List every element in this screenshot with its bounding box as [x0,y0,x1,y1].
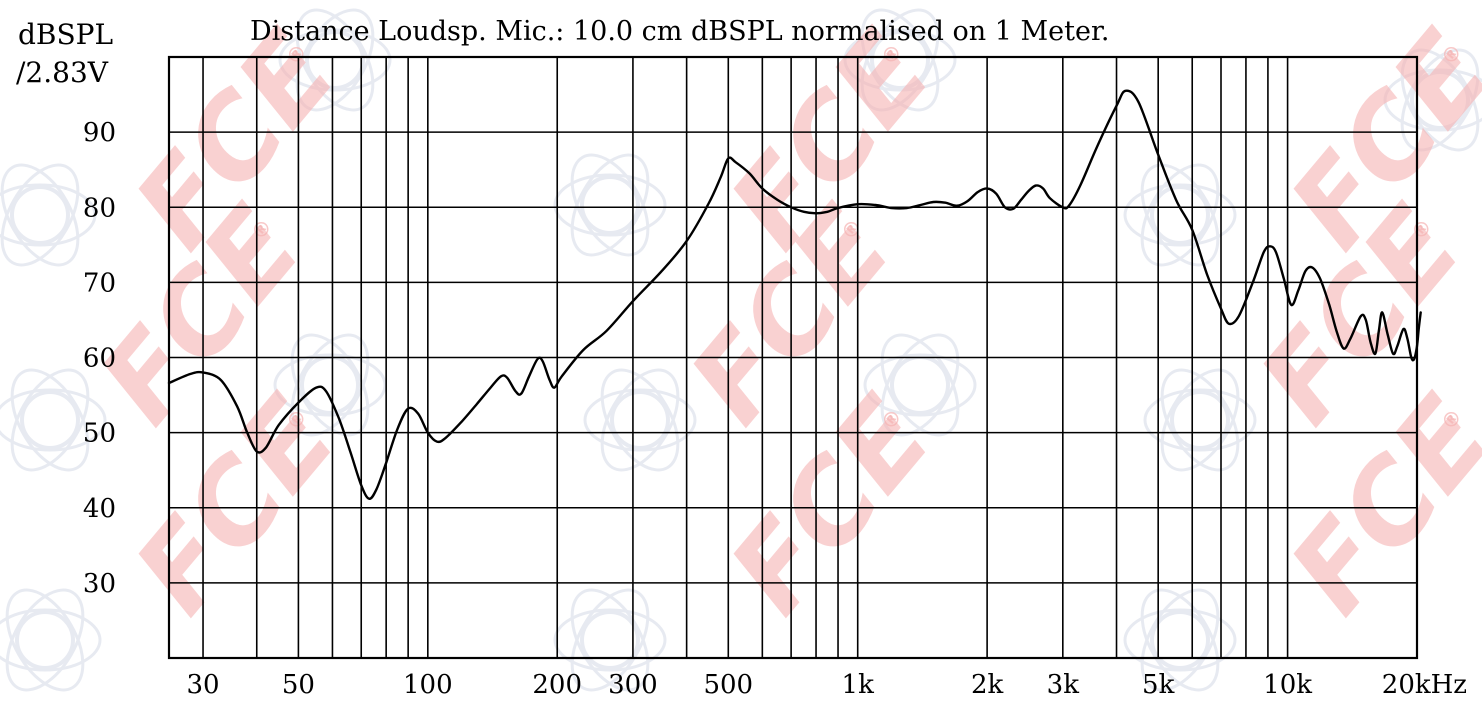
speaker-logo-icon [1123,163,1237,267]
speaker-logo-icon [1143,368,1257,472]
x-tick-labels: 30 50 100 200 300 500 1k 2k 3k 5k 10k 20kHz [186,670,1467,700]
speaker-logo-icon [583,368,697,472]
x-tick-label: 3k [1047,670,1080,700]
speaker-logo-icon [0,368,107,472]
y-tick-label: 50 [83,419,116,449]
x-tick-label: 100 [403,670,453,700]
y-tick-label: 30 [83,569,116,599]
x-tick-label: 500 [703,670,753,700]
x-tick-label: 10k [1263,670,1312,700]
speaker-logo-icon [1123,588,1237,692]
y-tick-label: 90 [83,118,116,148]
y-tick-label: 60 [83,344,116,374]
y-axis-unit-line1: dBSPL [18,18,113,51]
x-tick-label: 50 [282,670,315,700]
chart-title: Distance Loudsp. Mic.: 10.0 cm dBSPL nor… [250,16,1109,47]
x-tick-label: 5k [1142,670,1175,700]
speaker-logo-icon [0,588,102,692]
x-tick-label: 300 [608,670,658,700]
x-tick-label: 200 [532,670,582,700]
x-tick-label: 30 [186,670,219,700]
y-tick-label: 70 [83,268,116,298]
x-tick-label: 1k [842,670,875,700]
y-tick-label: 40 [83,494,116,524]
speaker-logo-icon [0,163,97,267]
series-line-response [167,89,1422,500]
x-tick-label: 2k [971,670,1004,700]
plot-frame [167,55,1419,660]
x-tick-label: 20kHz [1382,670,1467,700]
y-tick-labels: 90 80 70 60 50 40 30 [83,118,116,599]
y-tick-label: 80 [83,193,116,223]
y-axis-unit-line2: /2.83V [16,56,109,89]
speaker-logo-icon [553,588,667,692]
speaker-logo-icon [553,153,667,257]
